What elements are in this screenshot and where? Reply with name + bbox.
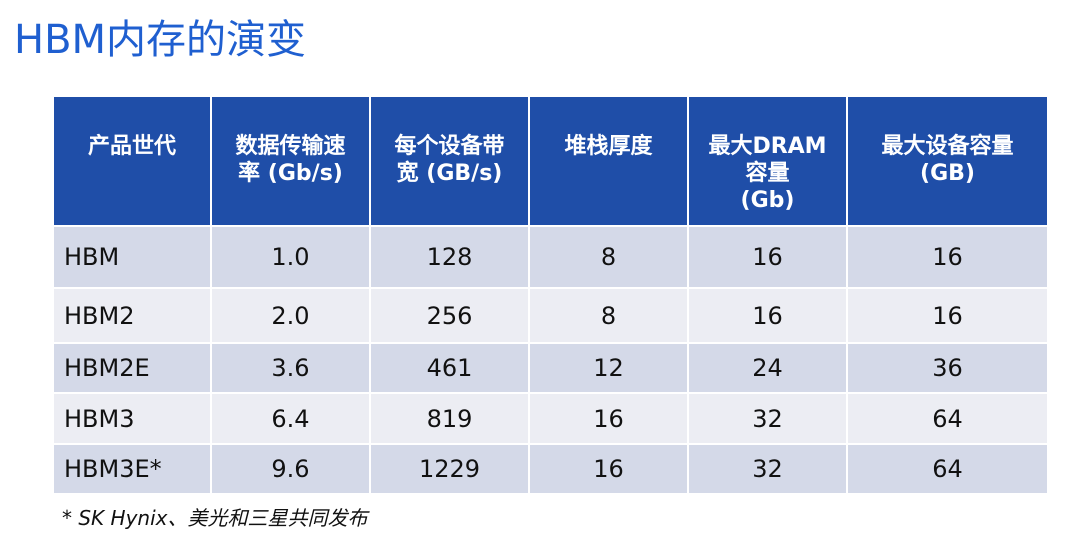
cell-bandwidth: 461	[369, 342, 530, 394]
header-max-dram-capacity: 最大DRAM 容量 (Gb)	[687, 95, 848, 227]
hbm-spec-table: 产品世代 数据传输速 率 (Gb/s) 每个设备带 宽 (GB/s) 堆栈厚度 …	[52, 95, 1049, 495]
header-generation-line-1: 产品世代	[87, 134, 176, 159]
header-max-device-capacity: 最大设备容量 (GB)	[846, 95, 1049, 227]
cell-stack-height: 8	[528, 287, 689, 344]
header-max-dram-line-2: 容量	[745, 161, 790, 186]
header-data-rate: 数据传输速 率 (Gb/s)	[210, 95, 371, 227]
cell-generation: HBM2E	[52, 342, 212, 394]
table-row: HBM2E 3.6 461 12 24 36	[52, 342, 1049, 394]
header-max-dram-line-3: (Gb)	[740, 188, 795, 213]
footnote: * SK Hynix、美光和三星共同发布	[62, 506, 368, 530]
cell-bandwidth: 819	[369, 392, 530, 445]
header-stack-height-line-1: 堆栈厚度	[564, 134, 653, 159]
cell-stack-height: 8	[528, 225, 689, 289]
table-row: HBM2 2.0 256 8 16 16	[52, 287, 1049, 344]
header-data-rate-line-2: 率 (Gb/s)	[238, 161, 343, 186]
cell-generation: HBM2	[52, 287, 212, 344]
cell-data-rate: 2.0	[210, 287, 371, 344]
table-header-row: 产品世代 数据传输速 率 (Gb/s) 每个设备带 宽 (GB/s) 堆栈厚度 …	[52, 95, 1049, 227]
table-row: HBM3 6.4 819 16 32 64	[52, 392, 1049, 445]
cell-data-rate: 1.0	[210, 225, 371, 289]
cell-max-dram: 16	[687, 225, 848, 289]
header-bandwidth: 每个设备带 宽 (GB/s)	[369, 95, 530, 227]
header-generation: 产品世代	[52, 95, 212, 227]
cell-bandwidth: 1229	[369, 443, 530, 495]
cell-generation: HBM3	[52, 392, 212, 445]
header-bandwidth-line-2: 宽 (GB/s)	[396, 161, 503, 186]
cell-max-dram: 24	[687, 342, 848, 394]
cell-max-device: 16	[846, 225, 1049, 289]
cell-max-device: 36	[846, 342, 1049, 394]
cell-max-dram: 16	[687, 287, 848, 344]
cell-stack-height: 16	[528, 392, 689, 445]
cell-bandwidth: 128	[369, 225, 530, 289]
cell-generation: HBM	[52, 225, 212, 289]
header-max-dram-line-1: 最大DRAM	[708, 134, 827, 159]
cell-stack-height: 16	[528, 443, 689, 495]
header-data-rate-line-1: 数据传输速	[235, 134, 346, 159]
header-max-device-line-2: (GB)	[920, 161, 975, 186]
header-bandwidth-line-1: 每个设备带	[394, 134, 505, 159]
cell-data-rate: 3.6	[210, 342, 371, 394]
table-row: HBM3E* 9.6 1229 16 32 64	[52, 443, 1049, 495]
cell-data-rate: 6.4	[210, 392, 371, 445]
cell-stack-height: 12	[528, 342, 689, 394]
cell-max-dram: 32	[687, 392, 848, 445]
cell-bandwidth: 256	[369, 287, 530, 344]
header-stack-height: 堆栈厚度	[528, 95, 689, 227]
table-row: HBM 1.0 128 8 16 16	[52, 225, 1049, 289]
cell-max-device: 64	[846, 392, 1049, 445]
header-max-device-line-1: 最大设备容量	[881, 134, 1014, 159]
cell-max-dram: 32	[687, 443, 848, 495]
page-title: HBM内存的演变	[14, 17, 307, 63]
cell-data-rate: 9.6	[210, 443, 371, 495]
cell-max-device: 64	[846, 443, 1049, 495]
cell-generation: HBM3E*	[52, 443, 212, 495]
cell-max-device: 16	[846, 287, 1049, 344]
